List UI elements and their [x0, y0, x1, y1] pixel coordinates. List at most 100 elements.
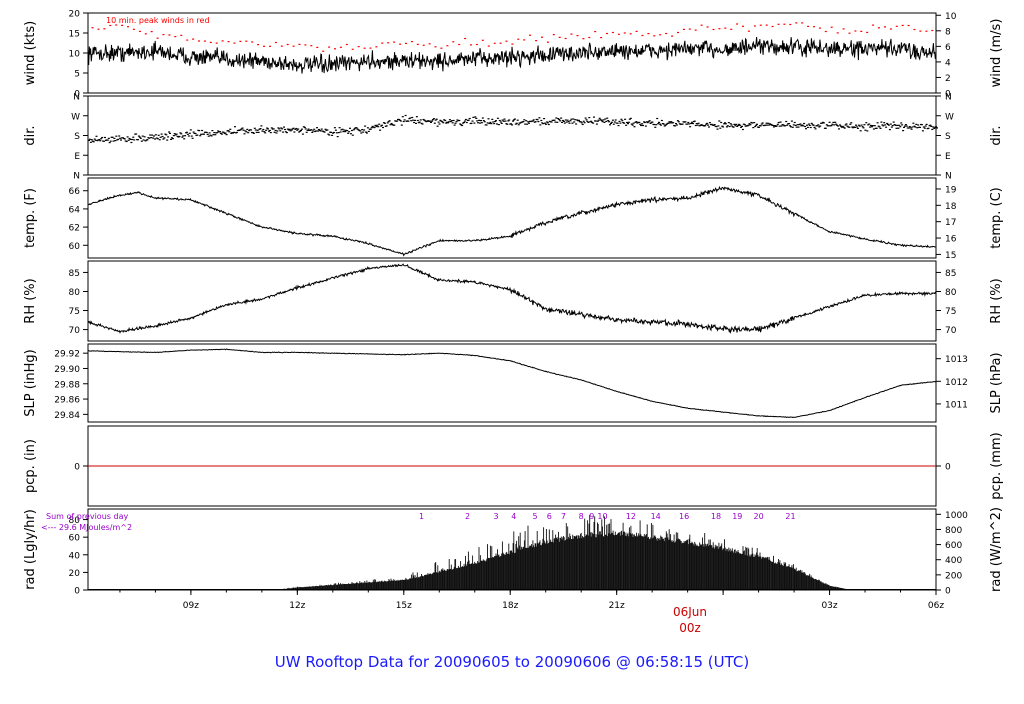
dir-point: [608, 121, 611, 123]
dir-point: [353, 128, 356, 130]
dir-point: [220, 133, 223, 135]
dir-point: [606, 117, 609, 119]
dir-point: [801, 124, 804, 126]
dir-point: [626, 121, 628, 124]
rad-hour-marker: 2: [465, 512, 470, 521]
dir-point: [814, 128, 817, 130]
slp-ytick-label: 29.90: [54, 365, 80, 375]
dir-point: [416, 119, 419, 122]
dir-point: [803, 122, 806, 125]
dir-point: [663, 125, 666, 127]
dir-point: [598, 117, 601, 119]
dir-point: [843, 127, 846, 129]
dir-point: [834, 121, 837, 123]
wind-peak-mark: [410, 41, 413, 43]
dir-point: [872, 128, 875, 130]
wind-peak-mark: [245, 40, 248, 42]
dir-point: [889, 123, 892, 125]
wind-peak-mark: [736, 23, 739, 25]
dir-point: [796, 124, 799, 126]
dir-point: [162, 138, 165, 140]
dir-point: [255, 131, 258, 133]
wind-peak-mark: [144, 33, 147, 35]
dir-point: [207, 135, 210, 137]
dir-point: [149, 134, 152, 136]
dir-point: [216, 132, 219, 134]
dir-point: [492, 121, 495, 123]
wind-peak-mark: [564, 37, 567, 40]
wind-peak-mark: [481, 39, 484, 41]
dir-point: [491, 118, 494, 120]
time-tick-label: 06z: [928, 601, 944, 611]
dir-point: [929, 124, 932, 126]
rad-right-ytick-label: 0: [945, 587, 951, 597]
dir-point: [614, 119, 617, 121]
dir-point: [306, 129, 309, 131]
dir-point: [272, 128, 275, 130]
rh-ytick-label: 80: [69, 288, 81, 298]
dir-point: [882, 125, 885, 127]
dir-point: [347, 132, 350, 134]
dir-point: [411, 116, 414, 119]
dir-point: [292, 127, 295, 129]
wind-peak-mark: [91, 27, 94, 29]
dir-point: [114, 140, 117, 142]
wind-peak-mark: [889, 28, 892, 30]
dir-point: [753, 122, 756, 124]
wind-right-ytick-label: 0: [945, 90, 951, 100]
dir-point: [517, 124, 520, 126]
dir-point: [544, 122, 546, 124]
dir-point: [371, 125, 374, 127]
dir-point: [483, 121, 486, 123]
dir-point: [687, 121, 690, 124]
wind-peak-mark: [351, 48, 354, 50]
dir-point: [692, 122, 694, 125]
dir-point: [284, 131, 287, 133]
dir-point: [802, 125, 805, 127]
wind-right-ytick-label: 6: [945, 43, 951, 53]
dir-point: [99, 140, 102, 142]
date-sublabel: 00z: [679, 621, 701, 635]
dir-point: [735, 123, 738, 125]
dir-point: [780, 125, 783, 127]
dir-point: [635, 121, 638, 123]
dir-point: [273, 131, 276, 133]
dir-point: [166, 139, 169, 141]
time-tick-label: 21z: [609, 601, 625, 611]
wind-peak-mark: [405, 42, 407, 44]
dir-point: [461, 124, 464, 127]
dir-point: [752, 127, 755, 129]
dir-point: [311, 131, 314, 133]
dir-point: [905, 125, 908, 127]
dir-point: [933, 127, 936, 129]
dir-point: [876, 122, 879, 124]
dir-point: [881, 124, 884, 126]
wind-peak-mark: [541, 36, 543, 38]
dir-point: [875, 127, 878, 129]
dir-point: [104, 136, 106, 139]
dir-point: [688, 123, 691, 125]
dir-point: [797, 126, 800, 128]
dir-point: [244, 130, 247, 132]
dir-point: [510, 123, 513, 125]
dir-point: [821, 122, 823, 124]
dir-point: [904, 124, 907, 126]
wind-peak-mark: [606, 32, 608, 35]
dir-point: [438, 123, 441, 125]
dir-point: [592, 122, 595, 124]
dir-point: [867, 124, 870, 126]
wind-peak-mark: [422, 44, 425, 46]
dir-point: [788, 123, 791, 125]
wind-peak-mark: [505, 40, 508, 42]
dir-point: [304, 128, 307, 130]
dir-point: [871, 125, 874, 127]
wind-peak-mark: [209, 41, 212, 43]
dir-point: [422, 118, 425, 121]
slp-right-ytick-label: 1012: [945, 378, 968, 388]
dir-point: [863, 124, 866, 126]
dir-point: [782, 124, 785, 126]
dir-point: [332, 132, 334, 134]
temp-trace: [87, 185, 937, 257]
